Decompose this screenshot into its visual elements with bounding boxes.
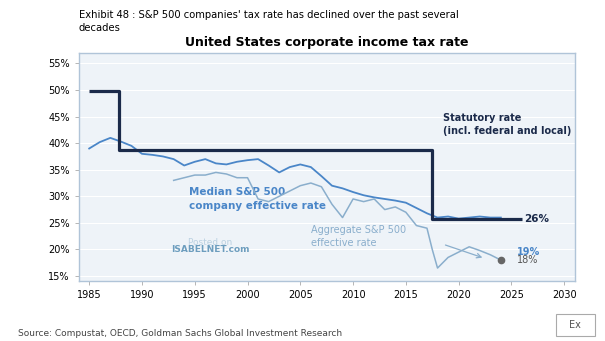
Text: 18%: 18% bbox=[517, 255, 538, 265]
Text: Aggregate S&P 500
effective rate: Aggregate S&P 500 effective rate bbox=[311, 225, 406, 248]
FancyBboxPatch shape bbox=[556, 314, 595, 336]
Text: Posted on: Posted on bbox=[189, 238, 233, 247]
Text: Exhibit 48 : S&P 500 companies' tax rate has declined over the past several
deca: Exhibit 48 : S&P 500 companies' tax rate… bbox=[79, 10, 459, 33]
Text: 19%: 19% bbox=[517, 247, 540, 257]
Text: Ex: Ex bbox=[569, 320, 581, 330]
Text: Statutory rate
(incl. federal and local): Statutory rate (incl. federal and local) bbox=[443, 113, 571, 136]
Text: 26%: 26% bbox=[524, 213, 549, 224]
Title: United States corporate income tax rate: United States corporate income tax rate bbox=[185, 36, 468, 49]
Text: ISABELNET.com: ISABELNET.com bbox=[171, 245, 250, 254]
Text: Median S&P 500
company effective rate: Median S&P 500 company effective rate bbox=[189, 187, 327, 211]
Text: Source: Compustat, OECD, Goldman Sachs Global Investment Research: Source: Compustat, OECD, Goldman Sachs G… bbox=[18, 329, 342, 338]
